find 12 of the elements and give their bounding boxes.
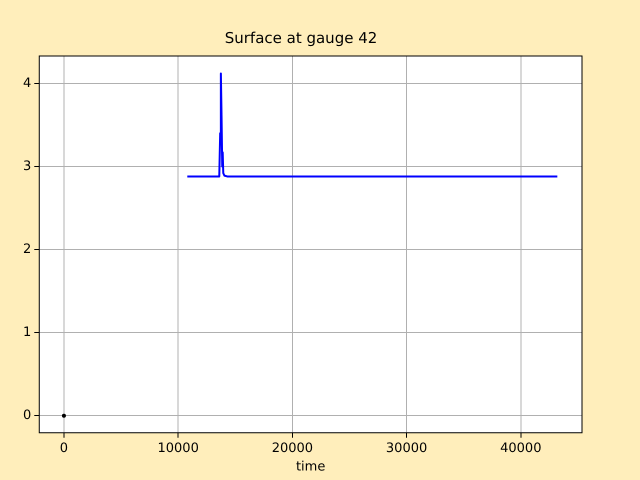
y-tick-label: 3 [22,158,32,174]
y-tick-label: 4 [22,76,32,91]
x-tick-label: 10000 [157,440,199,456]
y-tick-label: 0 [22,408,32,424]
x-axis-title: time [296,460,326,475]
x-tick-label: 0 [60,440,68,456]
y-tick-label: 2 [22,242,32,257]
y-tick-label: 1 [22,324,32,340]
chart-title: Surface at gauge 42 [224,28,378,47]
x-tick-label: 40000 [500,440,542,456]
x-tick-label: 30000 [386,440,428,456]
x-tick-label: 20000 [272,440,314,456]
